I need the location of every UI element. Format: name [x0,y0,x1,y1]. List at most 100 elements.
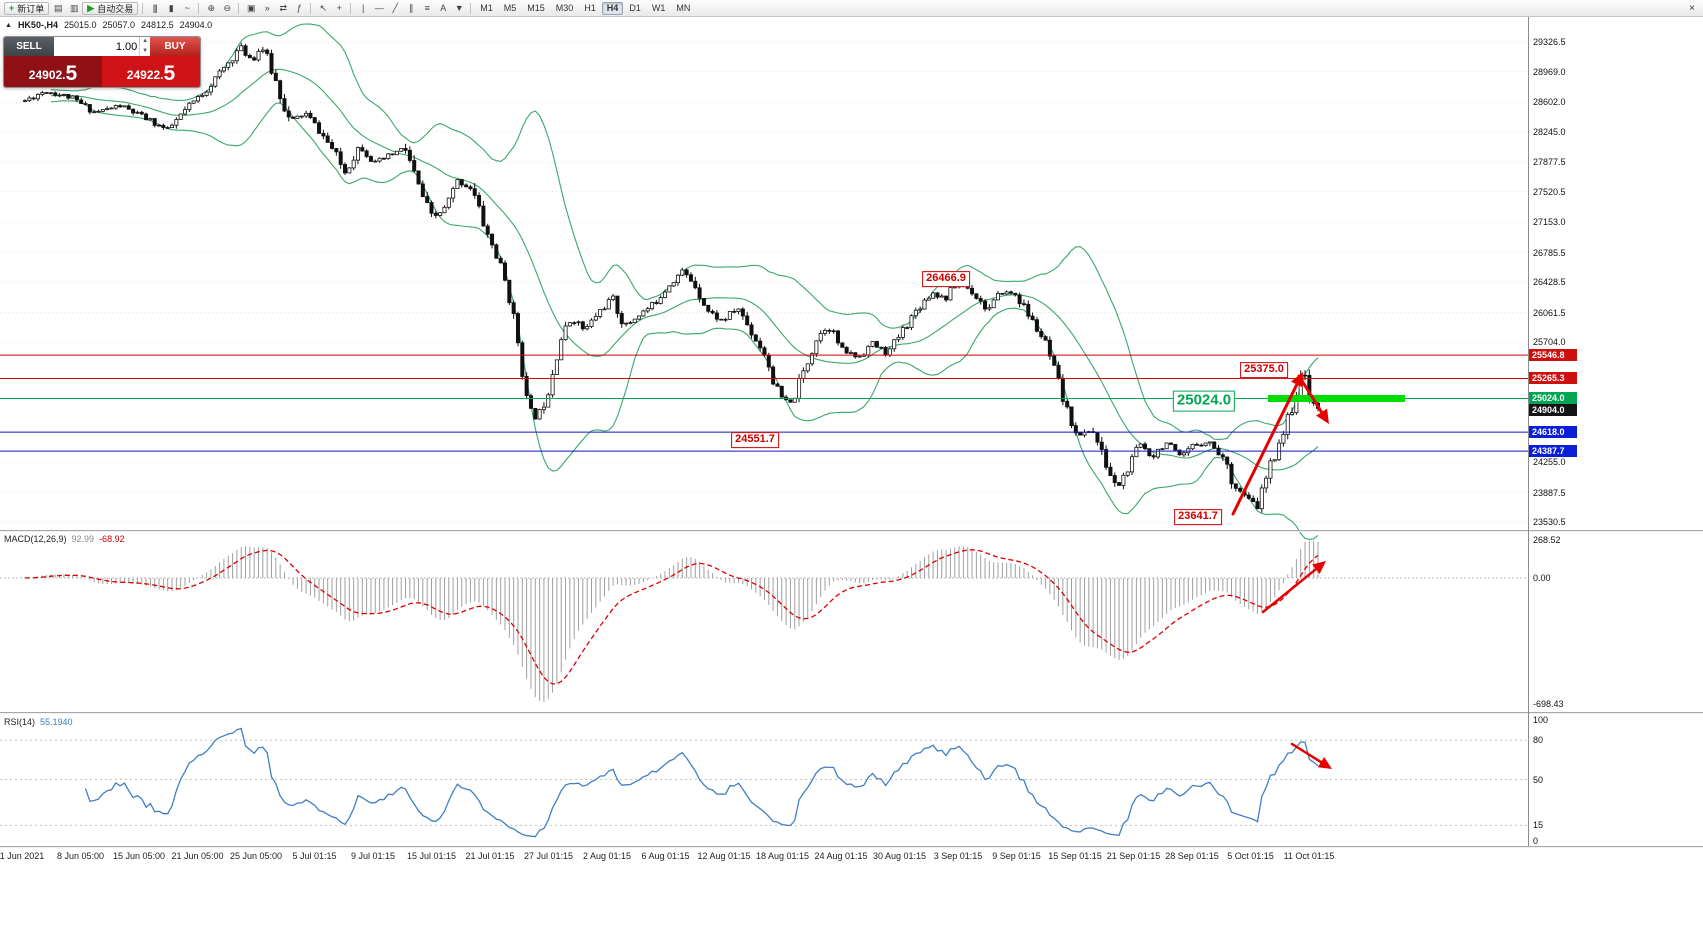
timeframe-m15-button[interactable]: M15 [527,3,545,13]
bar-chart-icon[interactable]: ||| [147,2,162,15]
timeframe-m30-button[interactable]: M30 [555,3,574,13]
price-annotation[interactable]: 24551.7 [731,432,779,448]
auto-scroll-icon[interactable]: » [259,2,274,15]
candle-body [178,113,183,120]
trendline-icon[interactable]: ╱ [387,2,402,15]
candle-body [87,104,92,113]
candle-body [1281,434,1286,444]
zoom-out-icon[interactable]: ⊖ [219,2,234,15]
sell-price-display[interactable]: 24902. 5 [4,56,102,87]
candle-body [1078,432,1083,436]
arrows-tool-icon[interactable]: ▼ [451,2,466,15]
timeframe-m5-button[interactable]: M5 [503,3,517,13]
candle-body [1229,463,1234,485]
rsi-line [84,727,1319,838]
candle-body [887,348,892,356]
line-chart-icon: ~ [184,3,190,13]
price-annotation[interactable]: 25024.0 [1172,390,1236,412]
timeframe-d1-button[interactable]: D1 [629,3,641,13]
buy-price-display[interactable]: 24922. 5 [102,56,200,87]
candle-body [1190,443,1195,450]
macd-trend-arrow[interactable] [1261,567,1318,614]
price-annotation[interactable]: 25375.0 [1240,362,1288,378]
candle-body [515,313,520,344]
candle-body [995,292,1000,301]
candle-body [377,157,382,162]
new-order-button[interactable]: + 新订单 [4,1,50,15]
rsi-trend-arrow-head[interactable] [1317,757,1332,769]
timeframe-w1-button[interactable]: W1 [651,3,666,13]
zoom-in-icon: ⊕ [207,2,214,13]
volume-input[interactable] [54,37,140,56]
price-pullback-arrow-head[interactable] [1316,408,1329,424]
candle-body [1039,330,1044,338]
toolbar-separator [470,2,472,14]
buy-button[interactable]: BUY [150,37,200,56]
timeframe-m1-button[interactable]: M1 [480,3,493,13]
new-order-icon: + [9,3,15,13]
candle-body [494,244,499,259]
timeframe-h1-button[interactable]: H1 [584,3,596,13]
macd-trend-arrow-head[interactable] [1312,561,1326,574]
candle-body [1082,431,1087,436]
text-label-icon[interactable]: A [435,2,450,15]
timeframe-h4-button[interactable]: H4 [601,1,624,15]
rsi-trend-arrow[interactable] [1290,742,1323,764]
candle-body [667,285,672,293]
indicators-list-icon[interactable]: ƒ [291,2,306,15]
price-pullback-arrow[interactable] [1297,374,1324,414]
candle-body [987,307,992,310]
candle-body [1203,442,1208,446]
candle-body [848,352,853,354]
candle-body [857,355,862,358]
candle-body [823,330,828,334]
candle-body [403,147,408,151]
price-trend-arrow-up[interactable] [1231,383,1299,516]
candle-body [35,94,40,100]
candle-body [818,333,823,342]
candle-body [814,340,819,355]
candle-body [31,97,36,100]
volume-down-icon[interactable]: ▼ [142,47,149,54]
fibonacci-icon[interactable]: ≡ [419,2,434,15]
candle-body [983,300,988,310]
candle-body [771,366,776,385]
candle-body [541,406,546,410]
volume-up-icon[interactable]: ▲ [142,38,149,44]
price-annotation[interactable]: 26466.9 [922,271,970,287]
price-annotation[interactable]: 23641.7 [1174,509,1222,525]
candlestick-chart-icon[interactable]: ▮ [163,2,178,15]
timeframe-mn-button[interactable]: MN [676,3,691,13]
candle-body [1164,442,1169,450]
profiles-icon[interactable]: ▥ [66,2,81,15]
autotrading-button[interactable]: ▶ 自动交易 [82,1,139,15]
chart-window-icon[interactable]: ▤ [50,2,65,15]
chart-shift-icon: ⇄ [279,2,286,13]
line-chart-icon[interactable]: ~ [179,2,194,15]
macd-signal-value: -68.92 [99,534,125,544]
cursor-icon[interactable]: ↖ [315,2,330,15]
candle-body [935,292,940,298]
candle-body [468,186,473,190]
toolbar-items: + 新订单 ▤ ▥ ▶ 自动交易 ||| ▮ ~ ⊕ ⊖ ▣» ⇄ ƒ ↖ + | ― ╱ ∥ ≡ A ▼ M1 M5 M15 M3… [4,1,695,15]
candle-body [355,147,360,161]
vertical-line-icon[interactable]: | [355,2,370,15]
equidistant-channel-icon: ∥ [408,2,413,13]
candle-body [269,53,274,74]
equidistant-channel-icon[interactable]: ∥ [403,2,418,15]
horizontal-line-icon[interactable]: ― [371,2,386,15]
candle-body [978,298,983,302]
sell-button[interactable]: SELL [4,37,54,56]
close-icon[interactable]: × [1689,2,1695,14]
candle-body [688,274,693,282]
zoom-in-icon[interactable]: ⊕ [203,2,218,15]
chart-shift-icon[interactable]: ⇄ [275,2,290,15]
panel-toggle-icon[interactable]: ▲ [5,21,12,29]
tile-windows-icon[interactable]: ▣ [243,2,258,15]
candle-body [645,308,650,312]
candle-body [291,116,296,119]
candle-body [217,70,222,78]
crosshair-icon[interactable]: + [331,2,346,15]
